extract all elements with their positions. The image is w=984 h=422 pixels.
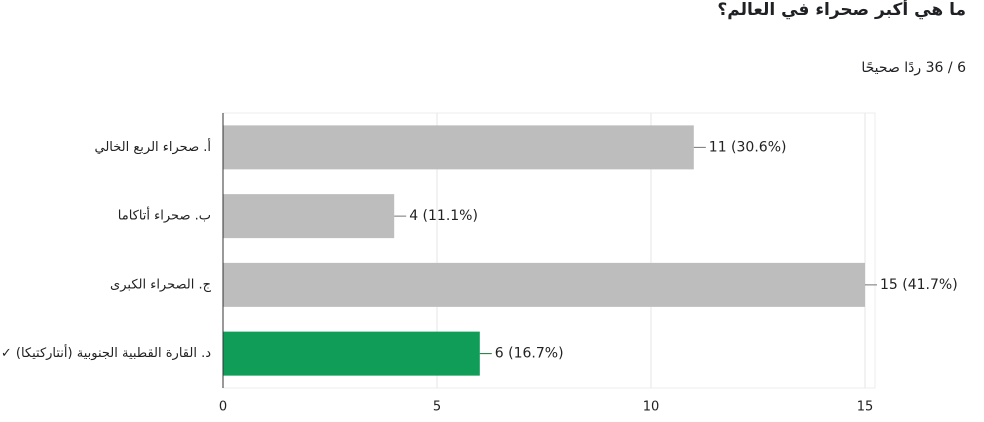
value-label: 4 (11.1%)	[409, 208, 478, 224]
x-tick-label: 0	[219, 400, 227, 415]
bar	[223, 331, 480, 376]
y-tick-label: ب. صحراء أتاكاما	[118, 207, 211, 224]
bar	[223, 194, 395, 239]
bar	[223, 262, 865, 307]
value-label: 15 (41.7%)	[880, 277, 958, 293]
bar	[223, 125, 694, 170]
chart-subtitle: 6 / 36 ردًا صحيحًا	[861, 60, 966, 76]
chart-title: ما هي أكبر صحراء في العالم؟	[717, 0, 966, 20]
value-label: 11 (30.6%)	[709, 139, 787, 155]
y-tick-label: د. القارة القطبية الجنوبية (أنتاركتيكا) …	[1, 344, 211, 361]
y-tick-label: ج. الصحراء الكبرى	[110, 277, 212, 292]
x-tick-label: 5	[433, 400, 441, 415]
x-tick-label: 10	[643, 400, 660, 415]
value-label: 6 (16.7%)	[495, 346, 564, 362]
y-tick-label: أ. صحراء الربع الخالي	[95, 138, 211, 155]
x-tick-label: 15	[857, 400, 874, 415]
